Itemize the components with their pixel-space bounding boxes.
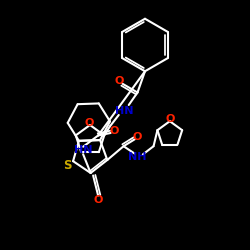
Text: O: O	[115, 76, 124, 86]
Text: O: O	[132, 132, 142, 142]
Text: S: S	[63, 159, 72, 172]
Text: NH: NH	[128, 152, 146, 162]
Text: HN: HN	[114, 106, 133, 116]
Text: O: O	[84, 118, 94, 128]
Text: HN: HN	[74, 145, 92, 155]
Text: O: O	[165, 114, 174, 124]
Text: O: O	[94, 196, 103, 205]
Text: O: O	[110, 126, 119, 136]
